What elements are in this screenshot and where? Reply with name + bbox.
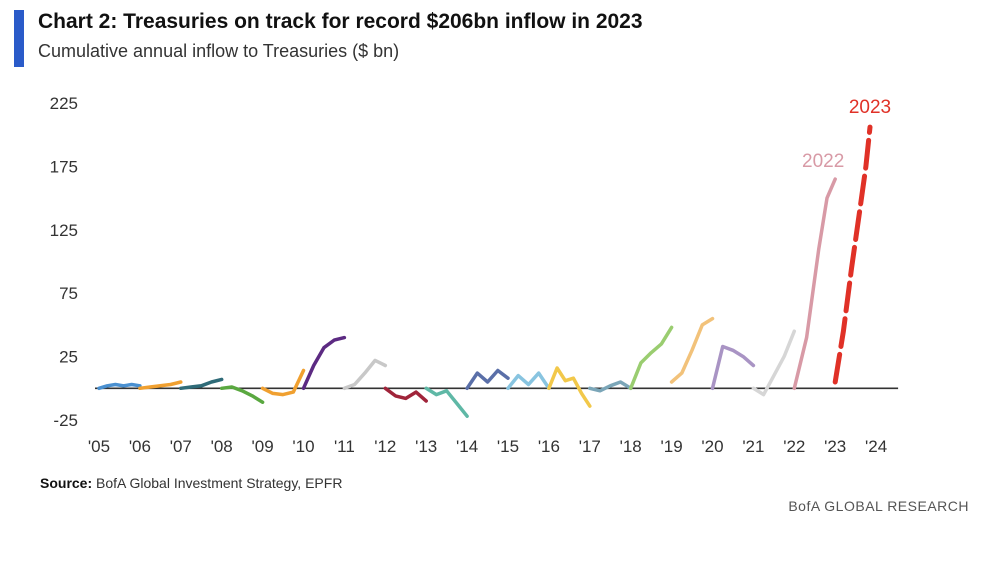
x-tick-label: '12 (374, 437, 396, 456)
x-tick-label: '05 (88, 437, 110, 456)
series-line (260, 368, 306, 397)
series-line (424, 386, 469, 418)
x-tick-label: '16 (538, 437, 560, 456)
x-axis-ticks: '05 '06 '07 '08 '09 '10 '11 '12 '13 '14 '15 '16 '17 '… (88, 437, 887, 456)
series-annotation: 2023 (849, 97, 891, 118)
series-line (751, 329, 797, 397)
series-line (588, 380, 633, 393)
series-line (465, 368, 510, 391)
series-line (138, 380, 183, 391)
x-tick-label: '21 (742, 437, 764, 456)
series-line (383, 386, 428, 403)
annotations: 2022 2023 (802, 97, 891, 172)
series-line (792, 177, 837, 391)
x-tick-label: '18 (620, 437, 642, 456)
y-tick-label: -25 (53, 411, 78, 430)
series-line (97, 382, 142, 391)
x-tick-label: '20 (701, 437, 723, 456)
x-tick-label: '10 (292, 437, 314, 456)
y-axis-ticks: 225 175 125 75 25 -25 (50, 94, 78, 430)
brand-footer: BofA GLOBAL RESEARCH (788, 498, 969, 514)
x-tick-label: '06 (129, 437, 151, 456)
y-tick-label: 175 (50, 157, 78, 176)
title-accent-bar (14, 10, 24, 67)
x-tick-label: '22 (783, 437, 805, 456)
source-note: Source: BofA Global Investment Strategy,… (40, 475, 342, 491)
series-line (506, 371, 551, 391)
series-line (179, 377, 224, 391)
series-line (301, 335, 347, 391)
series-line (342, 358, 388, 391)
y-tick-label: 75 (59, 284, 78, 303)
x-tick-label: '14 (456, 437, 478, 456)
y-tick-label: 225 (50, 94, 78, 113)
chart-subtitle: Cumulative annual inflow to Treasuries (… (38, 41, 400, 61)
source-label: Source: (40, 475, 93, 491)
x-tick-label: '11 (334, 437, 355, 456)
series-line (710, 344, 756, 391)
line-chart: 225 175 125 75 25 -25 '05 '06 '07 '08 '09 '10 '11 '1… (50, 94, 899, 456)
source-text: BofA Global Investment Strategy, EPFR (96, 475, 343, 491)
y-tick-label: 25 (59, 348, 78, 367)
x-tick-label: '13 (415, 437, 437, 456)
x-tick-label: '08 (211, 437, 233, 456)
x-tick-label: '24 (865, 437, 887, 456)
x-tick-label: '07 (170, 437, 192, 456)
series-line (669, 316, 715, 384)
x-tick-label: '17 (579, 437, 601, 456)
series-line (832, 124, 873, 385)
y-tick-label: 125 (50, 221, 78, 240)
chart-title: Chart 2: Treasuries on track for record … (38, 10, 643, 33)
series-line (219, 385, 265, 404)
series-line (547, 366, 592, 408)
x-tick-label: '09 (252, 437, 274, 456)
x-tick-label: '15 (497, 437, 519, 456)
x-tick-label: '19 (661, 437, 683, 456)
x-tick-label: '23 (824, 437, 846, 456)
series-line (628, 325, 674, 391)
series-layer (97, 124, 873, 418)
series-annotation: 2022 (802, 151, 844, 172)
